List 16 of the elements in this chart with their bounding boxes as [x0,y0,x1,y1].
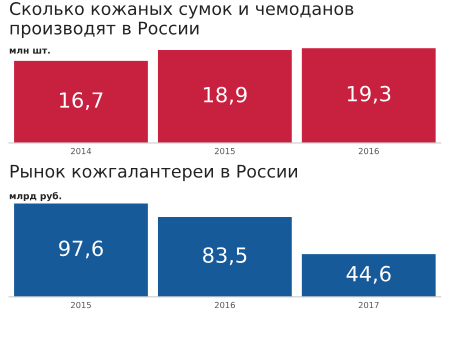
data-label: 19,3 [348,86,390,104]
x-tick-label: 2016 [358,148,379,154]
chart-title: Рынок кожгалантереи в России [10,164,298,182]
data-label: 18,9 [204,86,247,105]
x-tick-label: 2015 [214,148,235,154]
chart-subtitle: млрд руб. [10,192,62,202]
data-label: 83,5 [203,247,246,266]
x-tick-label: 2016 [214,302,235,308]
chart-title: Сколько кожаных сумок и чемоданов производят в России [10,2,354,38]
data-label: 16,7 [60,92,102,110]
x-tick-label: 2015 [70,302,91,308]
data-label: 97,6 [59,240,103,258]
data-label: 44,6 [346,266,391,284]
x-tick-label: 2017 [358,302,379,308]
x-tick-label: 2014 [70,148,92,154]
chart-subtitle: млн шт. [10,48,50,54]
